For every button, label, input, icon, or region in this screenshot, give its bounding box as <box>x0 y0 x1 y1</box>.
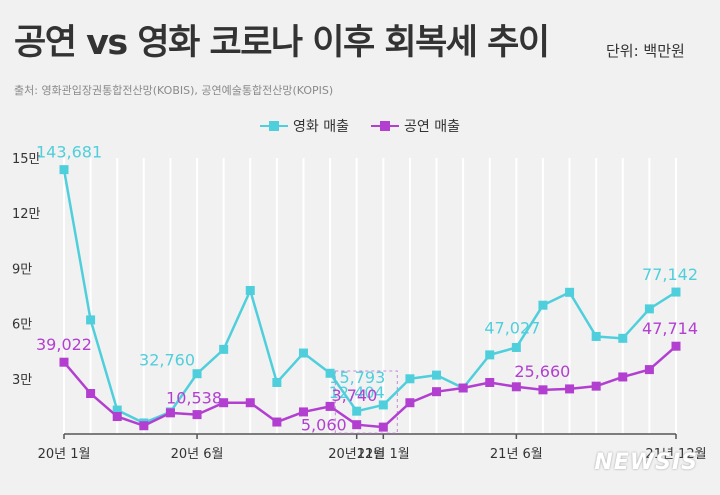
data-label-performance: 5,060 <box>301 416 347 435</box>
legend: 영화 매출 공연 매출 <box>0 116 720 136</box>
legend-label-movie: 영화 매출 <box>293 119 349 135</box>
data-point-performance <box>112 412 122 422</box>
x-tick-label: 21년 6월 <box>490 447 543 462</box>
data-point-movie <box>432 370 442 380</box>
data-point-performance <box>405 398 415 408</box>
data-point-movie <box>644 304 654 314</box>
data-point-performance <box>139 421 149 431</box>
y-tick-label: 12만 <box>12 207 41 222</box>
data-point-performance <box>165 408 175 418</box>
data-point-movie <box>325 368 335 378</box>
data-point-movie <box>245 285 255 295</box>
data-point-movie <box>671 287 681 297</box>
highlight-box <box>334 370 398 434</box>
data-label-movie: 143,681 <box>36 143 102 162</box>
data-point-movie <box>219 344 229 354</box>
data-label-movie: 32,760 <box>139 351 195 370</box>
data-point-performance <box>59 357 69 367</box>
data-label-movie: 15,793 <box>329 368 385 387</box>
unit-label: 단위: 백만원 <box>606 42 685 60</box>
data-label-performance: 25,660 <box>514 362 570 381</box>
data-point-performance <box>538 385 548 395</box>
data-label-performance: 47,714 <box>642 319 698 338</box>
legend-item-movie: 영화 매출 <box>260 116 349 136</box>
data-point-movie <box>298 348 308 358</box>
legend-label-performance: 공연 매출 <box>404 119 460 135</box>
data-point-performance <box>378 422 388 432</box>
data-label-movie: 12,404 <box>329 383 385 402</box>
data-point-movie <box>618 333 628 343</box>
x-tick-label: 20년 1월 <box>38 447 91 462</box>
legend-swatch-performance <box>371 120 399 132</box>
data-point-performance <box>511 382 521 392</box>
data-point-movie <box>405 374 415 384</box>
data-point-performance <box>618 372 628 382</box>
data-point-performance <box>485 377 495 387</box>
watermark-logo: NEWSIS <box>594 450 698 475</box>
data-point-movie <box>59 165 69 175</box>
data-label-performance: 10,538 <box>166 389 222 408</box>
data-point-movie <box>112 405 122 415</box>
data-point-movie <box>565 287 575 297</box>
data-point-performance <box>458 383 468 393</box>
data-point-performance <box>219 398 229 408</box>
data-point-performance <box>245 398 255 408</box>
data-label-performance: 39,022 <box>36 335 92 354</box>
data-point-movie <box>378 400 388 410</box>
x-tick-label: 20년 6월 <box>171 447 224 462</box>
legend-item-performance: 공연 매출 <box>371 116 460 136</box>
y-tick-label: 3만 <box>12 373 32 388</box>
data-point-movie <box>591 331 601 341</box>
y-tick-label: 9만 <box>12 262 32 277</box>
data-point-movie <box>511 342 521 352</box>
data-point-performance <box>86 389 96 399</box>
x-tick-label: 21년 12월 <box>645 447 706 462</box>
data-point-movie <box>86 315 96 325</box>
data-point-performance <box>671 341 681 351</box>
data-label-movie: 47,027 <box>484 318 540 337</box>
data-point-movie <box>485 350 495 360</box>
data-point-performance <box>272 417 282 427</box>
y-tick-label: 15만 <box>12 152 41 167</box>
data-point-performance <box>565 384 575 394</box>
data-point-performance <box>432 387 442 397</box>
data-point-performance <box>192 410 202 420</box>
data-point-movie <box>192 369 202 379</box>
data-point-performance <box>298 407 308 417</box>
chart-title: 공연 vs 영화 코로나 이후 회복세 추이 <box>14 23 550 63</box>
data-point-movie <box>538 300 548 310</box>
data-point-performance <box>591 381 601 391</box>
data-point-performance <box>325 401 335 411</box>
data-point-performance <box>644 365 654 375</box>
data-label-performance: 3,740 <box>331 386 377 405</box>
source-note: 출처: 영화관입장권통합전산망(KOBIS), 공연예술통합전산망(KOPIS) <box>14 84 334 97</box>
data-point-performance <box>352 420 362 430</box>
x-tick-label: 21년 1월 <box>357 447 410 462</box>
legend-swatch-movie <box>260 120 289 132</box>
y-tick-label: 6만 <box>12 318 32 333</box>
data-label-movie: 77,142 <box>642 265 698 284</box>
data-point-movie <box>272 377 282 387</box>
x-tick-label: 20년12월 <box>328 447 385 462</box>
data-point-movie <box>352 406 362 416</box>
